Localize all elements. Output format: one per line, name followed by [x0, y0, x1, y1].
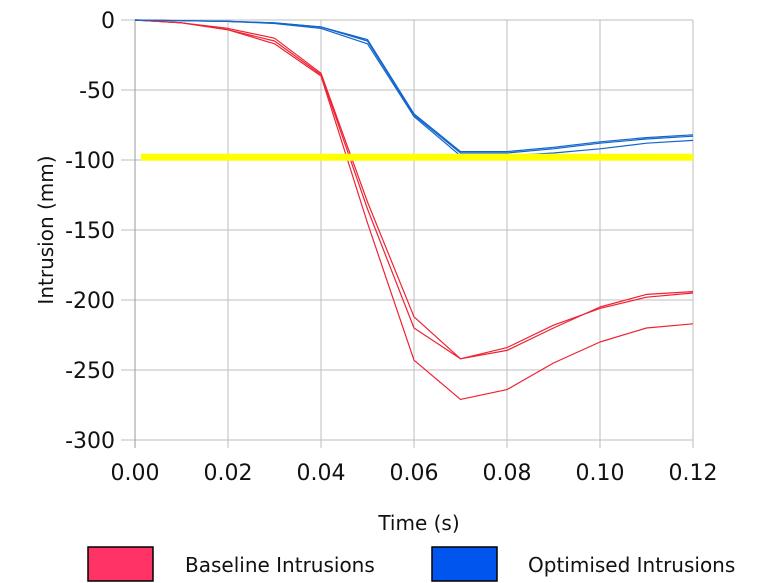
optimised-line-3: [134, 19, 694, 157]
y-tick-label: 0: [101, 9, 115, 34]
x-tick-labels: 0.00 0.02 0.04 0.06 0.08 0.10 0.12: [111, 461, 718, 486]
x-tick-label: 0.10: [576, 461, 625, 486]
baseline-legend-label: Baseline Intrusions: [185, 553, 375, 577]
x-tick-label: 0.02: [204, 461, 253, 486]
y-tick-label: -250: [65, 359, 115, 384]
x-tick-label: 0.08: [483, 461, 532, 486]
y-tick-label: -150: [65, 219, 115, 244]
optimised-legend-swatch: [431, 546, 498, 582]
x-tick-label: 0.06: [390, 461, 439, 486]
baseline-line-1: [134, 19, 694, 360]
optimised-legend-label: Optimised Intrusions: [528, 553, 735, 577]
y-tick-label: -100: [65, 149, 115, 174]
y-tick-label: -50: [79, 79, 115, 104]
legend: Baseline Intrusions Optimised Intrusions: [87, 546, 735, 582]
gridlines: [121, 19, 694, 448]
x-axis-label: Time (s): [377, 511, 459, 535]
series-lines: [134, 19, 694, 400]
x-tick-label: 0.00: [111, 461, 160, 486]
baseline-legend-swatch: [87, 546, 154, 582]
x-tick-label: 0.04: [297, 461, 346, 486]
y-tick-labels: 0 -50 -100 -150 -200 -250 -300: [65, 9, 115, 454]
y-tick-label: -200: [65, 289, 115, 314]
x-tick-label: 0.12: [669, 461, 718, 486]
y-axis-label: Intrusion (mm): [34, 155, 58, 304]
y-tick-label: -300: [65, 429, 115, 454]
baseline-line-3: [134, 19, 694, 400]
